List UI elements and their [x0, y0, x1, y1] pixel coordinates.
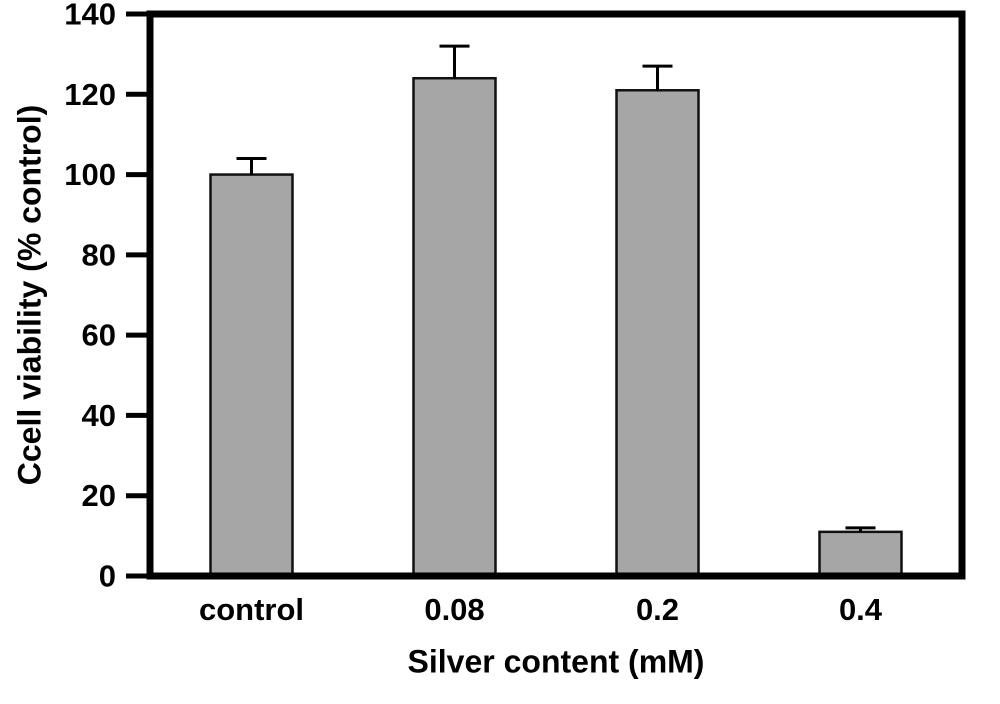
y-tick-label: 120: [64, 77, 116, 112]
bar: [209, 173, 294, 578]
y-tick-label: 140: [64, 0, 116, 32]
plot-frame: [146, 10, 966, 580]
y-tick-label: 0: [99, 559, 116, 594]
x-axis-label: Silver content (mM): [407, 643, 705, 680]
y-tick-label: 20: [82, 478, 116, 513]
bar: [818, 530, 903, 578]
y-tick-label: 100: [64, 157, 116, 192]
y-axis-label: Ccell viability (% control): [11, 104, 48, 486]
y-tick-label: 60: [82, 318, 116, 353]
bar: [615, 89, 700, 578]
x-tick-label: 0.4: [839, 592, 883, 627]
x-tick-label: control: [199, 592, 304, 627]
y-tick-label: 80: [82, 237, 116, 272]
y-tick-label: 40: [82, 398, 116, 433]
bar: [412, 76, 497, 578]
x-tick-label: 0.08: [424, 592, 484, 627]
x-tick-label: 0.2: [636, 592, 679, 627]
